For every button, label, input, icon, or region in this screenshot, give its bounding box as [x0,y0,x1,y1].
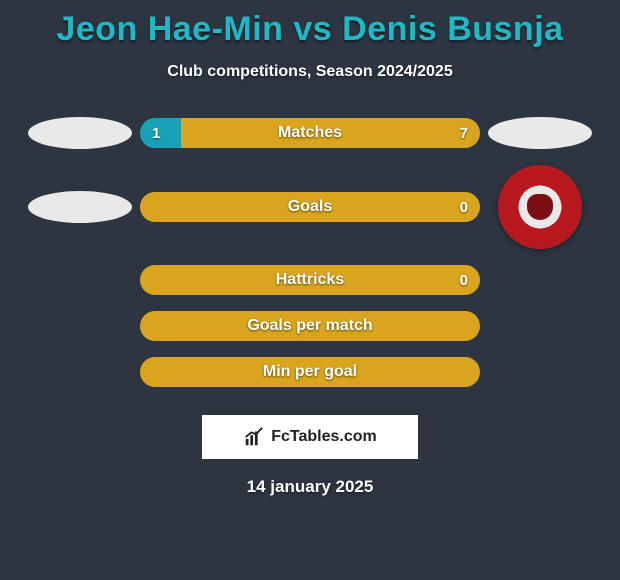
date-text: 14 january 2025 [0,477,620,497]
left-badge-slot [20,117,140,149]
stat-row: Matches17 [0,117,620,149]
bar-right-fill [181,118,480,148]
chart-icon [243,426,265,448]
stat-row: Min per goal [0,357,620,387]
bar-right-fill [140,357,480,387]
right-badge-slot [480,165,600,249]
stat-bar: Matches17 [140,118,480,148]
right-badge-slot [480,117,600,149]
club-badge [498,165,582,249]
left-badge-slot [20,191,140,223]
subtitle: Club competitions, Season 2024/2025 [0,63,620,81]
stat-bar: Hattricks0 [140,265,480,295]
bar-right-fill [140,311,480,341]
fctables-logo: FcTables.com [202,415,418,459]
comparison-rows: Matches17Goals0Hattricks0Goals per match… [0,117,620,387]
bar-right-fill [140,265,480,295]
bar-left-fill [140,118,181,148]
bar-right-value: 0 [460,265,468,295]
stat-row: Hattricks0 [0,265,620,295]
logo-text: FcTables.com [271,428,377,446]
stat-row: Goals per match [0,311,620,341]
stat-bar: Goals per match [140,311,480,341]
bar-right-value: 0 [460,192,468,222]
bar-right-value: 7 [460,118,468,148]
player-left-placeholder [28,117,132,149]
stat-row: Goals0 [0,165,620,249]
stat-bar: Min per goal [140,357,480,387]
player-left-placeholder [28,191,132,223]
page-title: Jeon Hae-Min vs Denis Busnja [0,0,620,49]
player-right-placeholder [488,117,592,149]
bar-left-value: 1 [152,118,160,148]
stat-bar: Goals0 [140,192,480,222]
bar-right-fill [140,192,480,222]
